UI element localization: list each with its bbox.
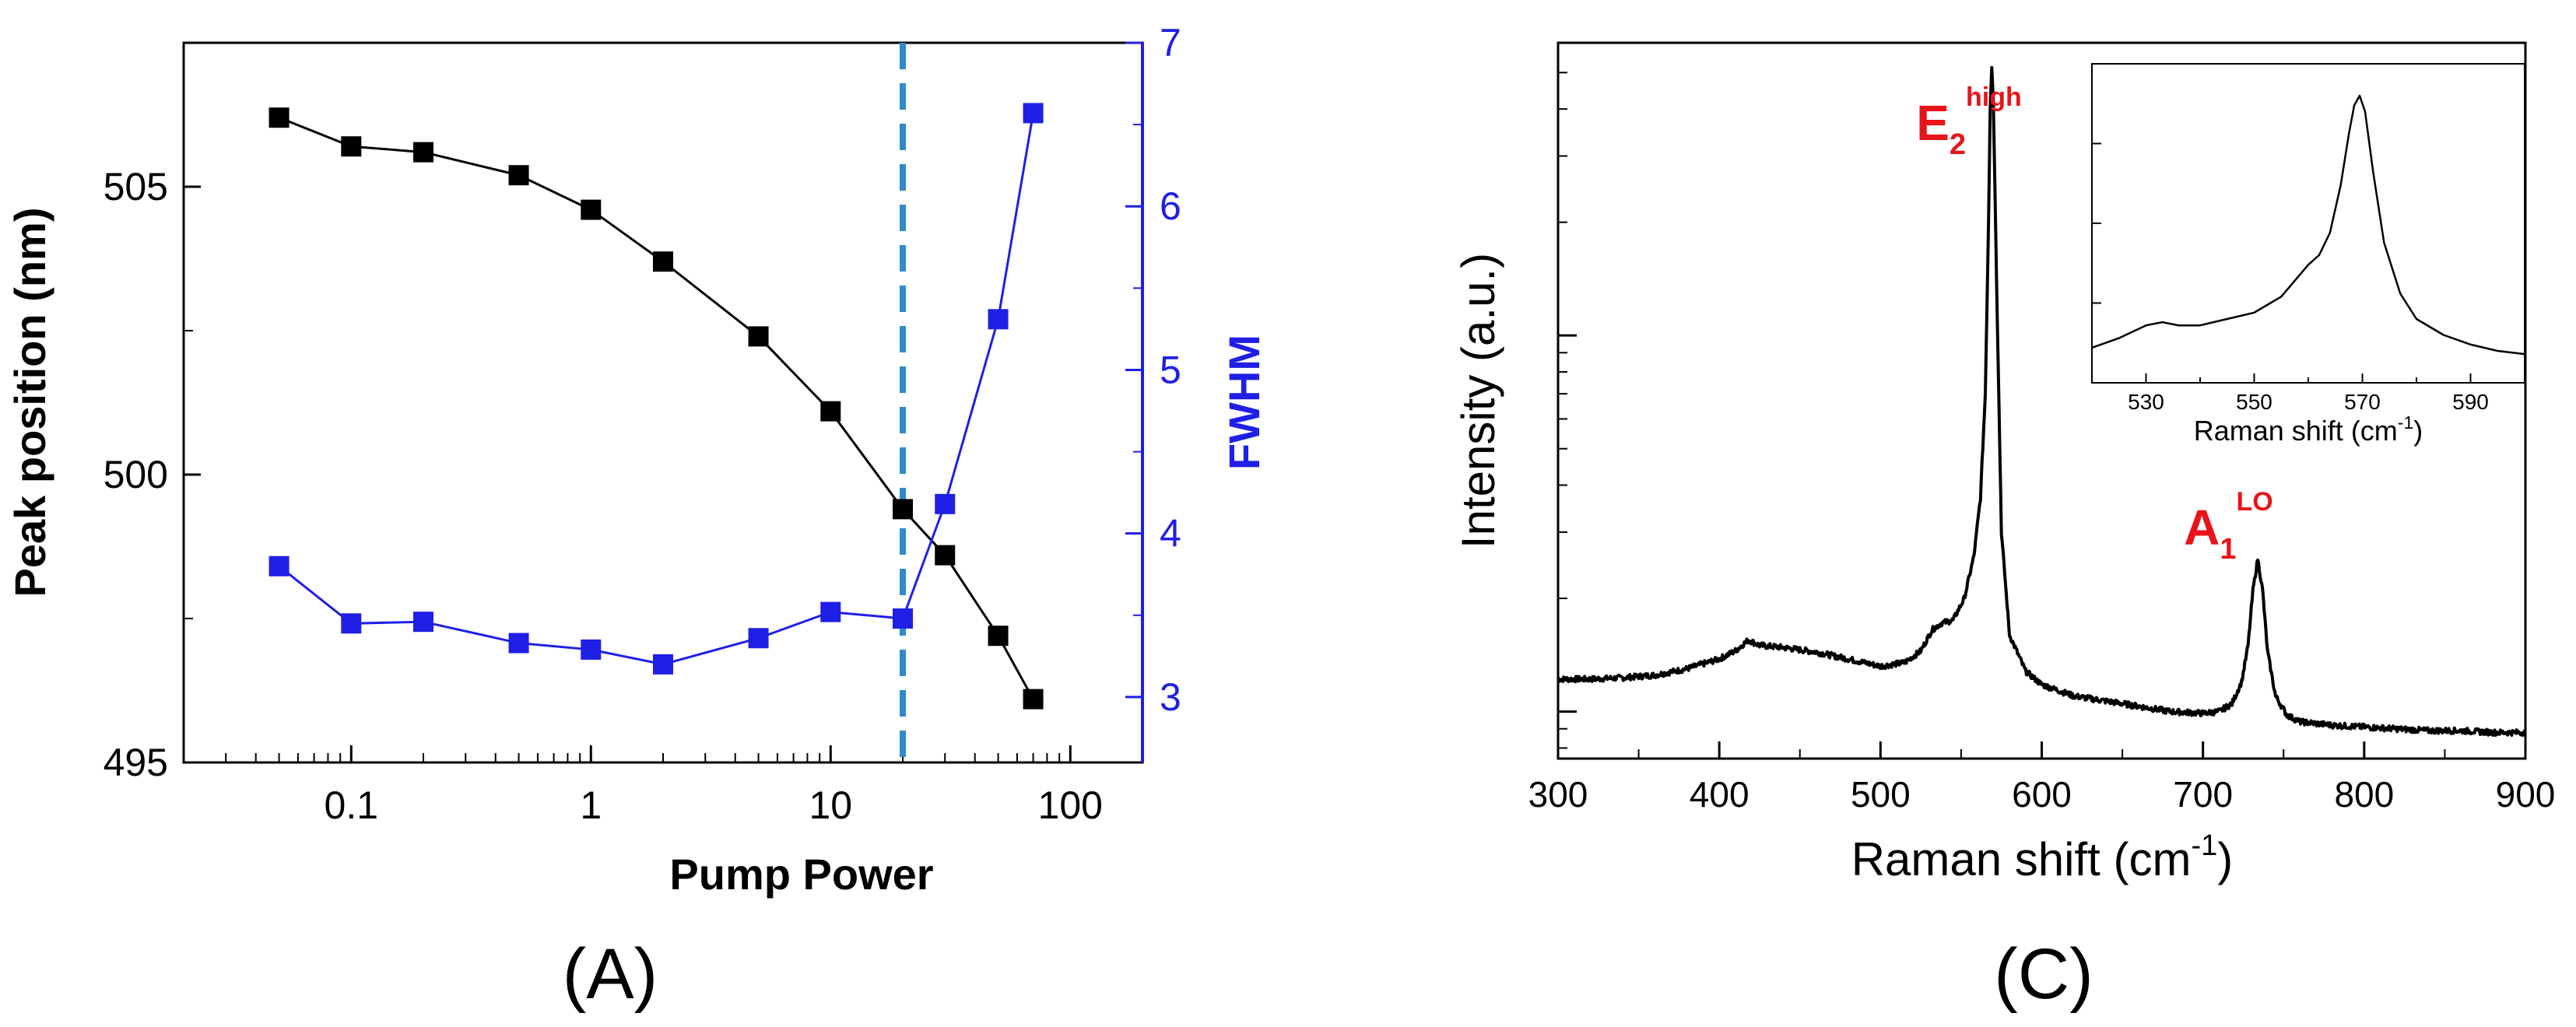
inset-xtick-label: 550 [2236,390,2272,414]
chart-c-xtick-label: 300 [1528,774,1588,815]
chart-a-xtick-label: 10 [809,783,852,827]
inset-series [2091,94,2525,356]
chart-a-peak-point [935,545,956,566]
chart-a-peak-point [413,142,433,163]
inset-xlabel-end: ) [2413,415,2423,447]
inset-xlabel-sup: -1 [2398,412,2413,433]
chart-a-xtick-label: 100 [1038,783,1103,827]
chart-a-fwhm-point [820,601,841,622]
chart-a-xtick-label: 1 [580,783,602,827]
chart-a-peak-point [988,626,1009,647]
chart-c-xlabel: Raman shift (cm-1) [1851,829,2234,885]
chart-a-ytick-left-label: 500 [104,453,168,496]
chart-a-fwhm-line [278,113,1035,666]
chart-a-fwhm-point [413,612,433,633]
panel-label-c: (C) [1994,934,2093,1014]
chart-c-series [1557,65,2526,738]
chart-a-peak-point [341,136,362,157]
chart-a-fwhm-point [988,309,1009,330]
inset-ticks: 530 550 570 590 [2092,142,2525,414]
chart-c-peak-label-sup: LO [2236,487,2272,517]
inset-xtick-label: 570 [2344,390,2381,414]
chart-a-ytick-right-label: 7 [1160,21,1181,65]
chart-c: 300 400 500 600 700 800 900 E2high A1LO Raman s… [1452,41,2556,1014]
inset-spectrum-line [2091,94,2525,356]
chart-a-peak-point [820,401,841,422]
chart-c-xtick-label: 400 [1690,774,1750,815]
chart-a-series [268,103,1044,710]
chart-a-peak-point [653,251,673,272]
panel-label-a: (A) [563,934,658,1014]
inset-frame [2091,63,2525,384]
chart-c-xtick-label: 900 [2496,774,2556,815]
chart-a-peak-line [279,116,1034,700]
chart-c-ticks: 300 400 500 600 700 800 900 [1528,72,2556,815]
chart-a-ytick-right-label: 3 [1160,675,1181,719]
chart-a-fwhm-point [893,608,913,629]
chart-c-xlabel-end: ) [2217,833,2233,885]
chart-c-peak-label-sup: high [1966,82,2022,112]
chart-a-peak-point [581,199,602,220]
inset-xtick-label: 590 [2452,390,2489,414]
chart-a: 0.1 1 10 100 495 500 505 3 4 5 6 7 Pump Power Peak … [5,21,1269,1014]
chart-a-fwhm-point [748,628,769,649]
chart-c-peak-label: E2high [1916,82,2022,161]
chart-c-peak-label: A1LO [2184,487,2273,566]
chart-a-fwhm-point [653,654,673,675]
chart-a-peak-point [268,107,290,128]
chart-c-xtick-label: 600 [2012,774,2072,815]
chart-c-xlabel-main: Raman shift (cm [1851,833,2192,885]
chart-a-peak-point [1023,689,1044,710]
chart-a-ytick-right-label: 6 [1160,184,1181,228]
chart-c-ylabel: Intensity (a.u.) [1452,253,1504,549]
chart-c-xtick-label: 500 [1851,774,1911,815]
chart-a-peak-point [748,326,769,347]
chart-c-xtick-label: 800 [2334,774,2394,815]
chart-c-xtick-label: 700 [2173,774,2233,815]
chart-a-ytick-left-label: 495 [104,741,168,784]
chart-a-peak-point [893,499,913,520]
chart-a-fwhm-point [935,493,956,514]
chart-a-peak-point [508,165,529,186]
chart-c-inset: 530 550 570 590 Raman shift (cm-1) [2091,63,2525,447]
chart-a-fwhm-point [268,556,290,577]
chart-c-peak-labels: E2high A1LO [1916,82,2272,566]
chart-c-peak-label-sub: 2 [1950,128,1966,161]
chart-a-xlabel: Pump Power [669,850,933,899]
chart-a-ticks: 0.1 1 10 100 495 500 505 3 4 5 6 7 [104,21,1181,827]
inset-xtick-label: 530 [2128,390,2164,414]
chart-a-fwhm-point [508,633,529,654]
chart-c-peak-label-base: E [1916,95,1950,151]
chart-a-ylabel-left: Peak position (nm) [5,208,54,598]
chart-c-xlabel-sup: -1 [2191,829,2217,862]
chart-a-ylabel-right: FWHM [1220,335,1269,470]
chart-a-ytick-right-label: 4 [1160,512,1181,556]
chart-a-fwhm-point [1023,103,1044,124]
chart-a-fwhm-point [341,613,362,634]
chart-c-peak-label-base: A [2184,499,2220,556]
chart-c-peak-label-sub: 1 [2220,533,2236,566]
chart-a-ytick-right-label: 5 [1160,348,1181,391]
chart-a-fwhm-point [581,639,602,660]
inset-xlabel: Raman shift (cm-1) [2194,412,2423,447]
chart-c-spectrum-line [1557,65,2526,738]
chart-a-ytick-left-label: 505 [104,165,168,209]
chart-a-xtick-label: 0.1 [325,783,379,827]
inset-xlabel-main: Raman shift (cm [2194,415,2398,447]
